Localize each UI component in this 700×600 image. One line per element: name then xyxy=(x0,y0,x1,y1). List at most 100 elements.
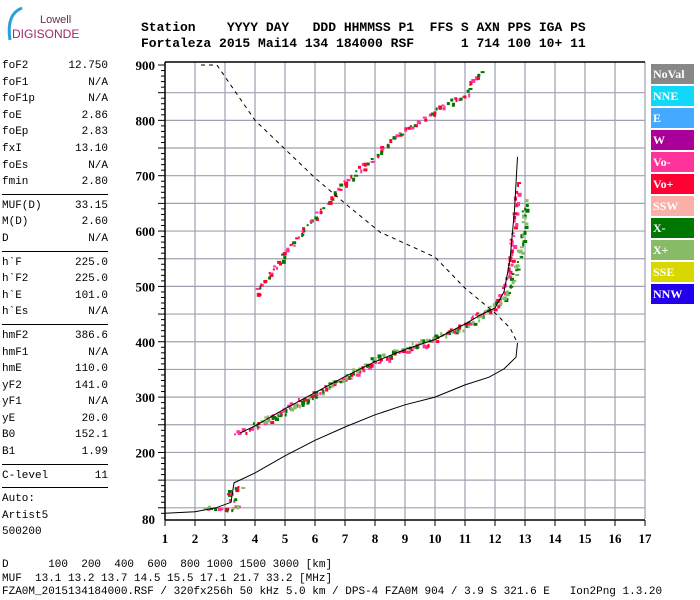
echo-point xyxy=(290,407,295,412)
echo-point xyxy=(469,80,473,85)
echo-point xyxy=(214,508,218,512)
x-tick-label: 1 xyxy=(162,531,169,546)
param-yE: yE 20.0 xyxy=(2,411,108,428)
echo-point xyxy=(273,265,277,268)
echo-point xyxy=(410,126,415,130)
param-label: fmin xyxy=(2,176,29,189)
echo-point xyxy=(311,397,314,401)
x-tick-label: 7 xyxy=(342,531,349,546)
param-value: 152.1 xyxy=(74,429,108,442)
echo-point xyxy=(266,415,269,420)
echo-point xyxy=(370,158,374,161)
echo-point xyxy=(228,498,232,502)
logo-line1: Lowell xyxy=(40,14,72,26)
echo-point xyxy=(387,357,390,361)
echo-point xyxy=(233,499,236,503)
echo-point xyxy=(496,298,501,303)
polarization-legend: NoVal NNE E W Vo- Vo+ SSW X- X+ SSE NNW xyxy=(651,64,694,306)
echo-point xyxy=(508,275,513,279)
echo-point xyxy=(268,276,272,280)
file-info-line: FZA0M_2015134184000.RSF / 320fx256h 50 k… xyxy=(2,586,663,598)
param-value: 2.86 xyxy=(81,109,108,122)
param-label: foF1 xyxy=(2,76,29,89)
echo-point xyxy=(282,408,287,413)
echo-point xyxy=(510,263,514,267)
echo-point xyxy=(517,182,522,185)
echo-point xyxy=(442,107,446,111)
param-C-level: C-level 11 xyxy=(2,468,108,485)
echo-point xyxy=(399,133,404,136)
echo-point xyxy=(416,120,420,125)
param-value: N/A xyxy=(88,396,108,409)
digisonde-logo: Lowell DIGISONDE xyxy=(4,4,84,44)
echo-point xyxy=(309,220,313,223)
echo-point xyxy=(302,398,306,402)
echo-point xyxy=(500,302,503,307)
param-value: 13.10 xyxy=(74,142,108,155)
echo-point xyxy=(524,216,527,220)
echo-point xyxy=(302,227,306,231)
param-yF2: yF2 141.0 xyxy=(2,378,108,395)
echo-point xyxy=(363,162,367,167)
echo-point xyxy=(488,305,492,308)
echo-point xyxy=(483,311,486,314)
echo-point xyxy=(388,358,392,363)
x-tick-label: 17 xyxy=(639,531,653,546)
echo-point xyxy=(522,233,525,238)
echo-point xyxy=(337,187,341,191)
echo-point xyxy=(415,124,418,128)
echo-point xyxy=(381,148,385,151)
echo-point xyxy=(303,229,306,233)
divider xyxy=(2,250,108,252)
echo-point xyxy=(272,268,275,271)
echo-point xyxy=(509,277,514,281)
x-tick-label: 16 xyxy=(609,531,623,546)
param-label: D xyxy=(2,232,9,245)
echo-point xyxy=(422,116,427,119)
echo-point xyxy=(521,251,525,255)
echo-point xyxy=(525,208,530,213)
echo-point xyxy=(377,354,382,359)
echo-point xyxy=(328,200,333,205)
echo-point xyxy=(415,345,419,350)
scaled-parameters: foF2 12.750 foF1 N/A foF1p N/A foE 2.86 foEp 2.83… xyxy=(2,58,108,541)
echo-point xyxy=(396,349,400,352)
echo-point xyxy=(285,408,288,413)
legend-noval: NoVal xyxy=(651,64,694,84)
echo-point xyxy=(511,259,516,263)
echo-point xyxy=(498,298,502,301)
echo-point xyxy=(227,489,232,493)
echo-point xyxy=(511,281,515,285)
echo-point xyxy=(520,234,524,239)
param-value: N/A xyxy=(88,159,108,172)
echo-point xyxy=(320,388,324,391)
echo-point xyxy=(520,256,524,259)
echo-point xyxy=(220,508,224,511)
echo-point xyxy=(283,255,287,260)
echo-point xyxy=(507,267,511,272)
echo-point xyxy=(521,210,524,213)
param-label: hmE xyxy=(2,363,22,376)
echo-point xyxy=(400,350,404,353)
x-tick-label: 6 xyxy=(312,531,319,546)
echo-point xyxy=(435,107,438,111)
echo-point xyxy=(511,273,515,276)
echo-point xyxy=(315,396,319,399)
footer-info: D 100 200 400 600 800 1000 1500 3000 [km… xyxy=(2,559,662,600)
echo-point xyxy=(438,105,443,109)
param-D: D N/A xyxy=(2,231,108,248)
echo-point xyxy=(459,97,463,101)
echo-point xyxy=(508,271,511,276)
echo-point xyxy=(355,170,358,173)
echo-point xyxy=(510,249,514,254)
x-tick-label: 5 xyxy=(282,531,289,546)
echo-point xyxy=(481,315,484,320)
legend-vo-: Vo+ xyxy=(651,174,694,194)
param-label: yF1 xyxy=(2,396,22,409)
echo-point xyxy=(374,360,378,364)
echo-point xyxy=(511,232,515,235)
echo-point xyxy=(343,180,346,183)
echo-point xyxy=(355,373,359,377)
param-M(D): M(D) 2.60 xyxy=(2,214,108,231)
echo-point xyxy=(301,233,304,238)
